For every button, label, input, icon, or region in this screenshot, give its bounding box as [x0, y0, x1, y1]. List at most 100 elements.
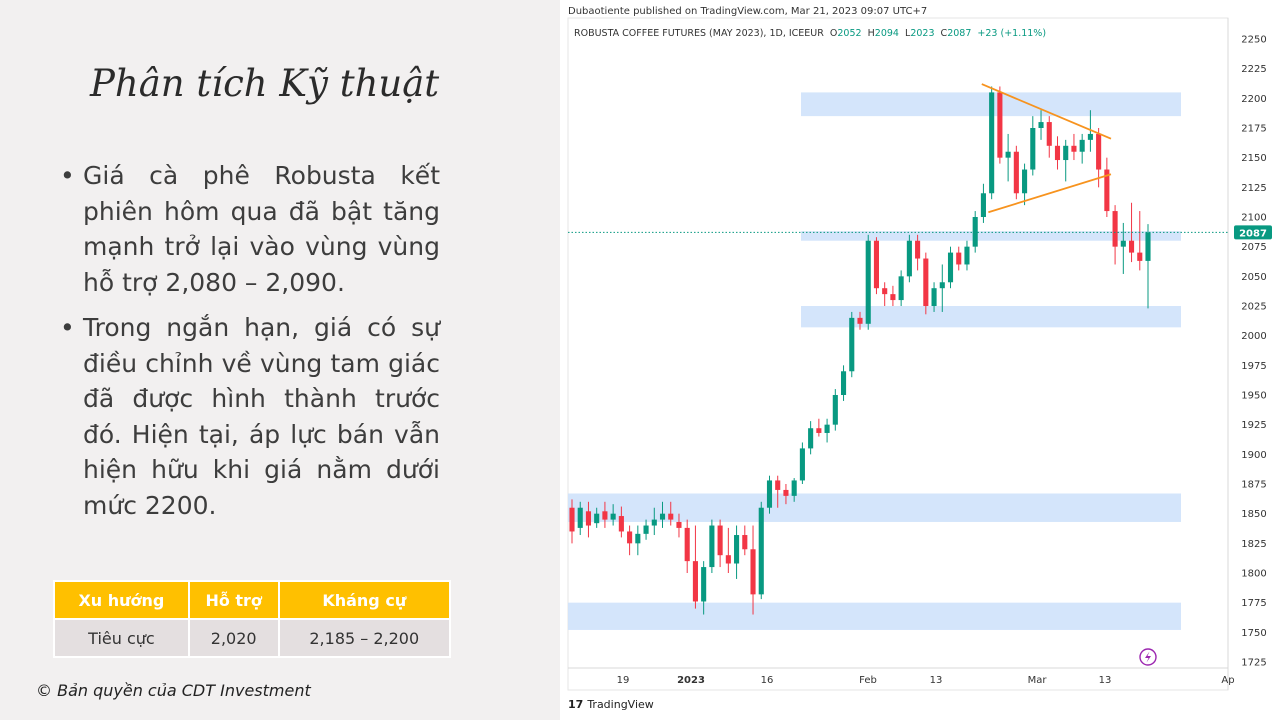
- candle-body: [668, 513, 674, 520]
- candle-body: [1137, 252, 1143, 261]
- candle-body: [602, 511, 608, 520]
- high-value: 2094: [874, 28, 899, 39]
- candle-body: [651, 519, 657, 526]
- ohlc-legend: ROBUSTA COFFEE FUTURES (MAY 2023), 1D, I…: [574, 28, 1046, 39]
- open-value: 2052: [837, 28, 862, 39]
- published-caption: Dubaotiente published on TradingView.com…: [568, 6, 928, 17]
- candle-body: [734, 535, 740, 564]
- y-tick-label: 1775: [1241, 598, 1266, 609]
- support-resistance-zone: [568, 493, 1181, 522]
- y-tick-label: 2100: [1241, 213, 1266, 224]
- y-tick-label: 2250: [1241, 35, 1266, 46]
- candle-body: [643, 525, 649, 534]
- candle-body: [1005, 151, 1011, 158]
- tradingview-logo[interactable]: 17 TradingView: [568, 698, 654, 711]
- candle-body: [1120, 240, 1126, 247]
- candle-body: [618, 516, 624, 532]
- candle-body: [799, 448, 805, 481]
- y-tick-label: 1975: [1241, 361, 1266, 372]
- candle-body: [824, 424, 830, 433]
- table-cell: 2,185 – 2,200: [277, 618, 452, 658]
- symbol-label: ROBUSTA COFFEE FUTURES (MAY 2023), 1D, I…: [574, 28, 824, 39]
- candle-body: [701, 567, 707, 602]
- x-tick-label: Mar: [1028, 675, 1048, 686]
- plot-frame: [567, 17, 1229, 691]
- candle-body: [808, 428, 814, 449]
- candle-body: [939, 282, 945, 289]
- candle-body: [594, 513, 600, 524]
- low-value: 2023: [910, 28, 935, 39]
- candle-body: [873, 240, 880, 289]
- candle-body: [947, 252, 954, 283]
- candle-body: [816, 428, 822, 433]
- y-tick-label: 2175: [1241, 124, 1266, 135]
- y-tick-label: 2075: [1241, 242, 1266, 253]
- support-resistance-zone: [801, 306, 1181, 328]
- y-tick-label: 1900: [1241, 450, 1266, 461]
- candle-body: [972, 217, 978, 247]
- slide-title: Phân tích Kỹ thuật: [90, 62, 440, 105]
- tradingview-chart-panel: 2250 2225 2200 2175 2150 2125 2100 2075 2050 2025…: [560, 0, 1280, 720]
- candle-body: [1022, 169, 1028, 194]
- y-tick-label: 2200: [1241, 94, 1266, 105]
- candle-body: [1046, 122, 1052, 146]
- table-header-cell: Kháng cự: [277, 580, 452, 620]
- candle-body: [783, 489, 789, 496]
- candle-body: [791, 480, 797, 496]
- candle-body: [923, 258, 929, 306]
- candle-body: [1013, 151, 1019, 194]
- x-tick-label: Ap: [1221, 675, 1234, 686]
- candle-body: [758, 507, 764, 595]
- candle-body: [1104, 169, 1110, 212]
- triangle-upper-trendline: [981, 83, 1112, 140]
- table-row: Tiêu cực 2,020 2,185 – 2,200: [53, 618, 452, 658]
- y-tick-label: 2225: [1241, 64, 1266, 75]
- table-cell: 2,020: [187, 618, 280, 658]
- x-tick-label: 16: [761, 675, 774, 686]
- candle-body: [684, 527, 690, 562]
- candle-body: [1087, 133, 1093, 140]
- candle-body: [577, 507, 583, 528]
- y-tick-label: 1925: [1241, 420, 1266, 431]
- candle-body: [676, 521, 682, 528]
- candle-body: [1096, 133, 1102, 170]
- low-label: L: [905, 28, 911, 39]
- candle-body: [635, 533, 641, 544]
- close-value: 2087: [947, 28, 972, 39]
- candle-body: [725, 555, 731, 564]
- candlestick-chart[interactable]: 2250 2225 2200 2175 2150 2125 2100 2075 2050 2025…: [560, 0, 1280, 720]
- slide-left-panel: Phân tích Kỹ thuật Giá cà phê Robusta kế…: [0, 0, 560, 720]
- last-price-label: 2087: [1239, 228, 1267, 239]
- candle-body: [980, 193, 986, 217]
- x-tick-label: Feb: [859, 675, 877, 686]
- candle-body: [849, 317, 855, 372]
- candle-body: [1030, 128, 1036, 170]
- y-tick-label: 1750: [1241, 628, 1266, 639]
- candle-body: [750, 549, 756, 595]
- y-tick-label: 1725: [1241, 658, 1266, 669]
- candle-body: [906, 240, 912, 277]
- candle-body: [1145, 232, 1151, 261]
- candle-body: [989, 92, 995, 194]
- y-tick-label: 1800: [1241, 569, 1266, 580]
- y-tick-label: 2000: [1241, 331, 1266, 342]
- y-tick-label: 2025: [1241, 302, 1266, 313]
- candle-body: [585, 511, 592, 526]
- last-price-badge: [1234, 225, 1272, 240]
- open-label: O: [829, 28, 838, 39]
- candle-body: [997, 92, 1003, 158]
- copyright-text: © Bản quyền của CDT Investment: [36, 681, 311, 700]
- table-header-row: Xu hướng Hỗ trợ Kháng cự: [53, 580, 452, 620]
- x-tick-label: 19: [617, 675, 630, 686]
- candle-body: [627, 531, 633, 544]
- change-value: +23 (+1.11%): [977, 28, 1047, 39]
- candle-body: [890, 294, 896, 301]
- candle-body: [931, 288, 937, 306]
- candle-body: [865, 240, 871, 324]
- bullet-item: Trong ngắn hạn, giá có sự điều chỉnh về …: [60, 310, 440, 523]
- candle-body: [1038, 122, 1044, 128]
- candle-body: [659, 513, 666, 520]
- tradingview-logo-text: TradingView: [587, 698, 654, 711]
- y-tick-label: 1850: [1241, 509, 1266, 520]
- y-tick-label: 1825: [1241, 539, 1266, 550]
